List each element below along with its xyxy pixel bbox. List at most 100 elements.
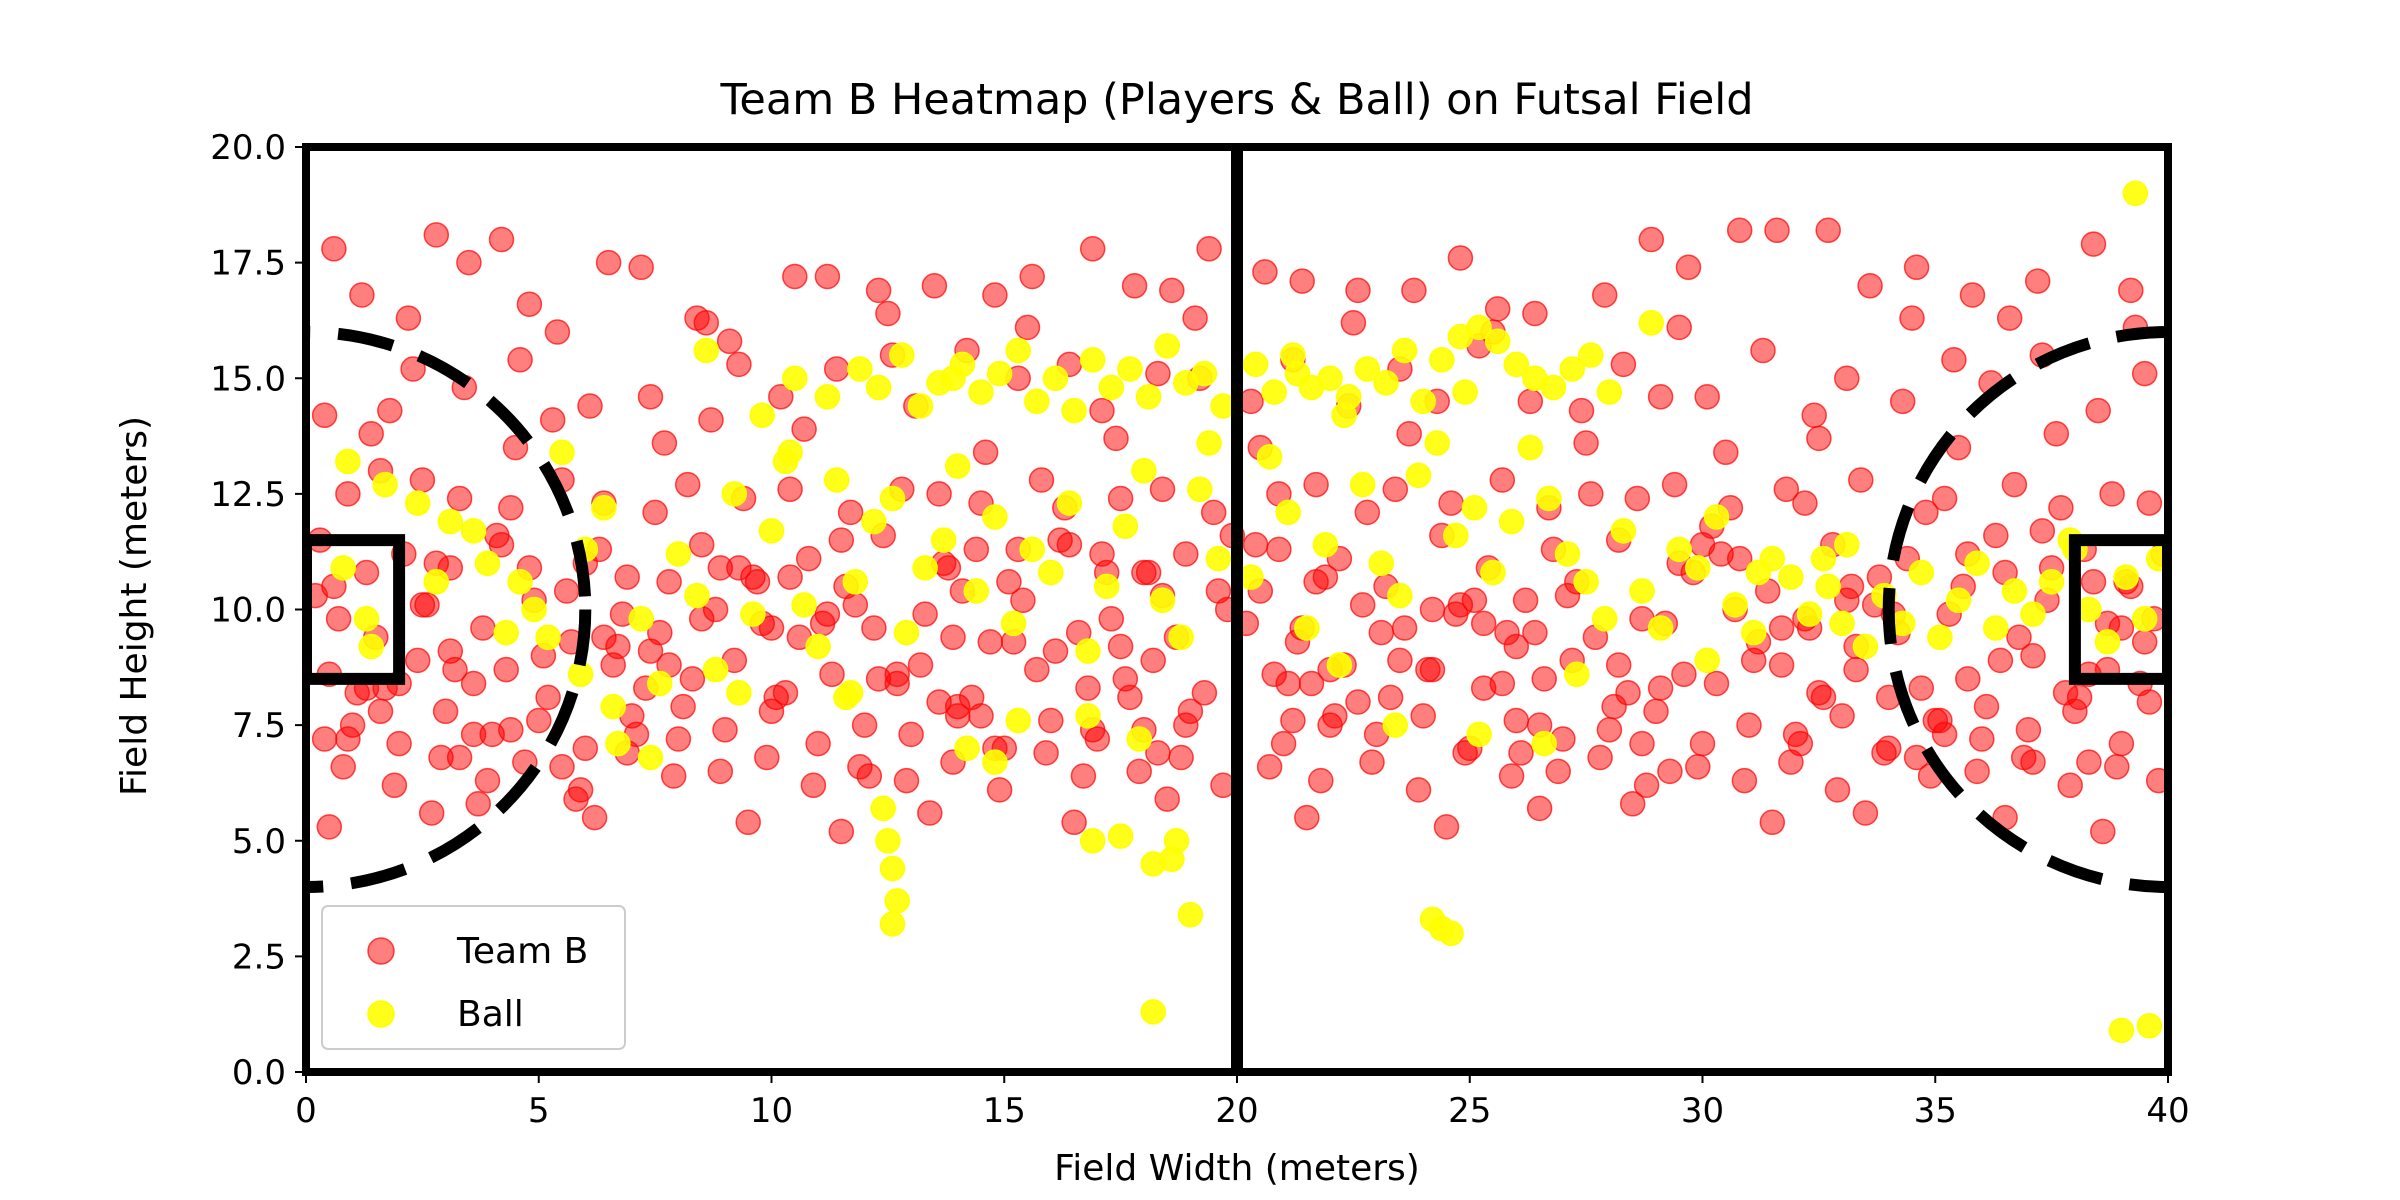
ball-point [2113, 564, 2139, 590]
ball-point [372, 471, 398, 498]
ball-point [404, 490, 431, 516]
ball-point [1005, 337, 1031, 364]
ball-point [1391, 337, 1418, 364]
ball-point [1452, 379, 1478, 405]
team-b-point [1675, 254, 1702, 281]
team-b-point [595, 249, 622, 276]
team-b-point [1196, 236, 1222, 262]
ball-point [567, 661, 594, 688]
team-b-point [1489, 467, 1516, 493]
team-b-point [1484, 296, 1511, 322]
ball-point [535, 624, 561, 651]
team-b-point [1308, 767, 1334, 794]
ball-point [1638, 310, 1665, 336]
team-b-point [1419, 596, 1446, 623]
axes: 0 5 10 15 20 25 30 35 40 0.0 2.5 5.0 7.5 10.0 12.5 15.0… [210, 128, 2189, 1131]
ball-point [1573, 569, 1599, 595]
ball-point [1312, 531, 1339, 558]
team-b-point [1955, 666, 1981, 692]
team-b-point [1666, 314, 1692, 341]
team-b-point [1792, 490, 1818, 516]
ball-point [549, 439, 575, 466]
team-b-point [432, 698, 459, 725]
ball-point [2131, 606, 2158, 632]
team-b-point [1107, 485, 1134, 512]
ball-point [1368, 550, 1395, 577]
ball-point [1177, 902, 1204, 928]
ball-point [1666, 536, 1692, 563]
team-b-point [707, 555, 734, 581]
team-b-point [768, 384, 794, 410]
legend-team-b-label: Team B [456, 931, 588, 972]
team-b-point [651, 430, 678, 456]
team-b-point [828, 527, 855, 553]
team-b-point [1973, 693, 2000, 720]
team-b-point [1689, 531, 1716, 558]
team-b-point [986, 777, 1013, 803]
team-b-point [1694, 384, 1720, 410]
team-b-point [2066, 684, 2093, 711]
ball-point [684, 582, 710, 609]
ball-point [777, 439, 803, 466]
ball-point [2122, 180, 2149, 207]
x-tick-label: 25 [1448, 1091, 1491, 1131]
team-b-point [1438, 490, 1464, 516]
ball-point [1061, 397, 1087, 424]
team-b-point [1629, 730, 1655, 757]
team-b-point [893, 767, 920, 794]
team-b-point [1815, 217, 1841, 244]
team-b-point [1726, 545, 1753, 572]
ball-point [1075, 703, 1101, 729]
ball-point [1382, 712, 1409, 738]
ball-point [740, 601, 766, 627]
ball-point [907, 393, 934, 419]
team-b-point [577, 393, 603, 419]
ball-point [986, 360, 1013, 387]
legend-ball-marker [367, 1000, 395, 1028]
team-b-point [1806, 425, 1832, 452]
ball-point [1484, 328, 1511, 355]
team-b-point [2080, 569, 2107, 595]
ball-point [1373, 370, 1399, 396]
team-b-point [437, 638, 464, 664]
ball-point [1079, 347, 1106, 373]
team-b-point [1145, 360, 1171, 387]
team-b-point [2104, 754, 2130, 780]
team-b-point [581, 804, 608, 831]
ball-point [1438, 920, 1464, 947]
team-b-point [2048, 495, 2074, 521]
team-b-point [763, 684, 789, 711]
team-b-point [1601, 693, 1627, 720]
team-b-point [460, 721, 487, 748]
team-b-point [1038, 707, 1064, 734]
x-tick-label: 5 [528, 1091, 550, 1131]
ball-point [814, 384, 841, 410]
team-b-point [1182, 305, 1208, 331]
team-b-point [1410, 703, 1436, 729]
legend-box [321, 905, 626, 1050]
team-b-point [1959, 282, 1986, 308]
ball-point [1135, 384, 1162, 410]
ball-point [507, 569, 533, 595]
team-b-point [1503, 707, 1530, 734]
team-b-point [2076, 749, 2102, 775]
team-b-point [2080, 231, 2107, 257]
team-b-point [1368, 619, 1395, 646]
ball-point [693, 337, 720, 364]
team-b-point [1736, 712, 1762, 738]
ball-point [837, 680, 864, 706]
ball-point [1610, 518, 1637, 544]
team-b-point [1028, 467, 1055, 493]
team-b-point [1489, 670, 1516, 697]
team-b-point [1159, 277, 1185, 304]
legend-team-b-marker [367, 937, 395, 965]
ball-point [1126, 726, 1152, 752]
team-b-point [814, 601, 841, 627]
ball-point [1536, 485, 1562, 512]
team-b-point [1713, 439, 1739, 466]
team-b-point [1522, 300, 1548, 327]
ball-point [1443, 522, 1469, 549]
team-b-point [446, 744, 473, 771]
ball-point [1256, 444, 1283, 470]
team-b-point [1610, 351, 1637, 378]
